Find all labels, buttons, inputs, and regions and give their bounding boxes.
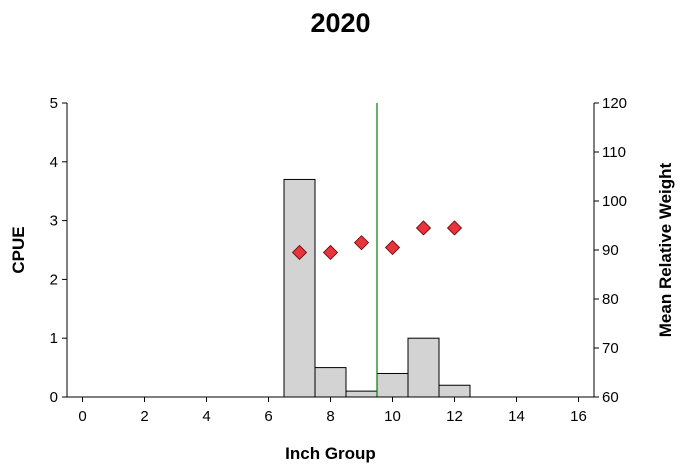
y-tick-label: 3 [50,213,58,230]
bar [376,372,409,398]
y2-tick-label: 80 [602,291,619,308]
weight-marker [384,239,401,256]
bar [314,367,347,398]
weight-marker [322,244,339,261]
y2-tick-label: 60 [602,389,619,406]
x-tick-label: 6 [264,408,272,425]
bar [438,384,471,398]
y-tick-label: 0 [50,389,58,406]
x-tick-label: 16 [570,408,587,425]
y2-tick-label: 90 [602,242,619,259]
x-tick-label: 12 [446,408,463,425]
x-tick-label: 10 [384,408,401,425]
y2-tick-label: 110 [602,144,626,161]
weight-marker [446,220,463,236]
y-tick-label: 1 [50,330,58,347]
x-tick-label: 2 [140,408,148,425]
bar [407,337,440,398]
y2-tick-label: 100 [602,193,627,210]
x-tick-label: 4 [202,408,210,425]
chart-title: 2020 [310,8,371,38]
y-tick-label: 2 [50,271,58,288]
y2-tick-label: 120 [602,95,627,112]
x-tick-label: 8 [326,408,334,425]
bar [283,178,316,398]
y-tick-label: 4 [50,154,58,171]
y2-tick-label: 70 [602,340,619,357]
x-tick-label: 14 [508,408,525,425]
weight-marker [353,235,370,251]
y-axis-title: CPUE [9,226,28,273]
bar [345,390,378,398]
weight-marker [291,244,308,261]
y-tick-label: 5 [50,95,58,112]
y2-axis-title: Mean Relative Weight [656,162,675,337]
x-tick-label: 0 [78,408,86,425]
x-axis-title: Inch Group [285,444,376,463]
weight-marker [415,220,432,236]
